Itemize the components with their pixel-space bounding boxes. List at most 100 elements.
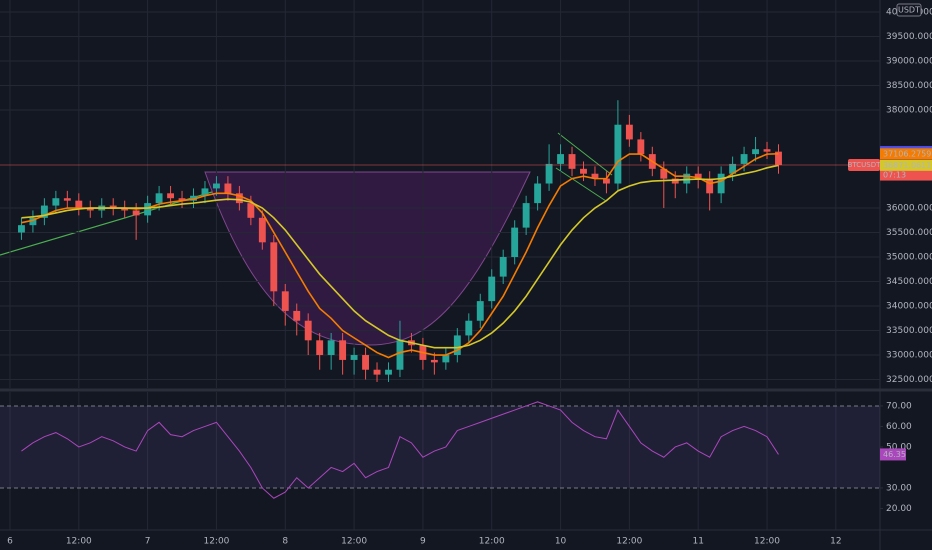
candle-body xyxy=(430,359,438,363)
x-tick-label: 12:00 xyxy=(203,537,229,547)
candle-body xyxy=(18,225,25,233)
candle-body xyxy=(235,193,243,204)
trend-line xyxy=(0,191,213,256)
candle-body xyxy=(683,173,691,184)
candle-body xyxy=(29,217,37,226)
price-label: 36871.061101 xyxy=(883,161,932,170)
x-tick-label: 9 xyxy=(420,537,426,547)
y-tick-label: 34500.000000 xyxy=(886,277,932,287)
candle-body xyxy=(109,205,117,209)
candle-body xyxy=(453,335,461,356)
y-tick-label: 38500.000000 xyxy=(886,81,932,91)
candle-body xyxy=(63,198,71,201)
candle-body xyxy=(350,355,358,360)
candle-body xyxy=(52,198,60,206)
candle-body xyxy=(385,369,392,375)
x-tick-label: 11 xyxy=(692,537,703,547)
candle-body xyxy=(660,168,668,179)
candle-body xyxy=(625,124,633,140)
flag-line xyxy=(555,167,607,202)
candle-body xyxy=(373,369,381,375)
x-tick-label: 6 xyxy=(7,537,13,547)
candle-body xyxy=(293,310,301,321)
x-tick-label: 8 xyxy=(282,537,288,547)
x-tick-label: 12:00 xyxy=(616,537,642,547)
candle-body xyxy=(465,320,473,336)
candle-body xyxy=(144,203,152,216)
candle-body xyxy=(717,173,725,194)
price-label-box xyxy=(880,148,932,160)
candle-body xyxy=(316,340,324,356)
candle-body xyxy=(729,163,737,174)
candle-body xyxy=(752,149,759,155)
candle-body xyxy=(671,178,679,184)
candle-body xyxy=(775,151,782,166)
candle-body xyxy=(694,173,702,179)
candle-body xyxy=(602,178,610,184)
y-tick-label: 38000.000000 xyxy=(886,106,932,116)
candle-body xyxy=(132,210,140,216)
candle-body xyxy=(396,340,404,370)
currency: USDT xyxy=(898,6,920,15)
y-tick-label: 32500.000000 xyxy=(886,375,932,385)
candle-body xyxy=(224,183,232,194)
y-tick-label: 39000.000000 xyxy=(886,57,932,67)
y-tick-label: 33000.000000 xyxy=(886,351,932,361)
candle-body xyxy=(270,242,278,292)
candle-body xyxy=(190,195,197,201)
candle-body xyxy=(763,149,771,152)
symbol-tag xyxy=(848,159,880,172)
y-tick-label: 36000.000000 xyxy=(886,204,932,214)
symbol: BTCUSDT xyxy=(848,161,882,169)
candle-body xyxy=(637,139,645,155)
candle-body xyxy=(213,183,220,189)
y-tick-label: 39500.000000 xyxy=(886,32,932,42)
moving-average xyxy=(21,164,779,349)
candle-body xyxy=(476,301,484,321)
candle-body xyxy=(75,200,83,209)
x-tick-label: 12:00 xyxy=(754,537,780,547)
x-tick-label: 12:00 xyxy=(341,537,367,547)
value-label: 46.35 xyxy=(883,450,906,459)
x-tick-label: 7 xyxy=(145,537,151,547)
x-tick-label: 12 xyxy=(830,537,841,547)
currency-box[interactable] xyxy=(896,3,922,17)
candle-body xyxy=(568,154,576,169)
candle-body xyxy=(281,291,289,311)
y-tick-label: 50.00 xyxy=(886,442,912,452)
y-tick-label: 60.00 xyxy=(886,422,912,432)
candle-body xyxy=(614,124,622,184)
y-tick-label: 34000.000000 xyxy=(886,302,932,312)
x-tick-label: 12:00 xyxy=(66,537,92,547)
candle-body xyxy=(201,188,209,196)
price-label: 37106.275952 xyxy=(883,149,932,158)
candle-body xyxy=(362,355,369,370)
candle-body xyxy=(740,154,748,164)
y-tick-label: 35500.000000 xyxy=(886,228,932,238)
candle-body xyxy=(488,276,496,302)
candle-body xyxy=(557,154,564,164)
candle-body xyxy=(247,203,255,218)
rsi-line xyxy=(21,401,779,499)
value-label-box xyxy=(880,448,906,461)
price-label-box xyxy=(880,159,932,171)
candle-body xyxy=(327,340,335,356)
candle-body xyxy=(511,227,519,258)
countdown: 07:13 xyxy=(883,171,906,180)
candle-body xyxy=(155,193,163,204)
candle-body xyxy=(304,320,312,341)
candle-body xyxy=(545,163,553,184)
candle-body xyxy=(706,178,714,194)
candle-body xyxy=(178,198,186,201)
candle-body xyxy=(167,193,175,199)
candle-body xyxy=(86,208,94,211)
y-tick-label: 20.00 xyxy=(886,504,912,514)
y-tick-label: 33500.000000 xyxy=(886,326,932,336)
candle-body xyxy=(580,168,587,174)
flag-line xyxy=(557,132,613,176)
y-tick-label: 35000.000000 xyxy=(886,253,932,263)
candle-body xyxy=(121,208,129,211)
candle-body xyxy=(499,257,507,277)
